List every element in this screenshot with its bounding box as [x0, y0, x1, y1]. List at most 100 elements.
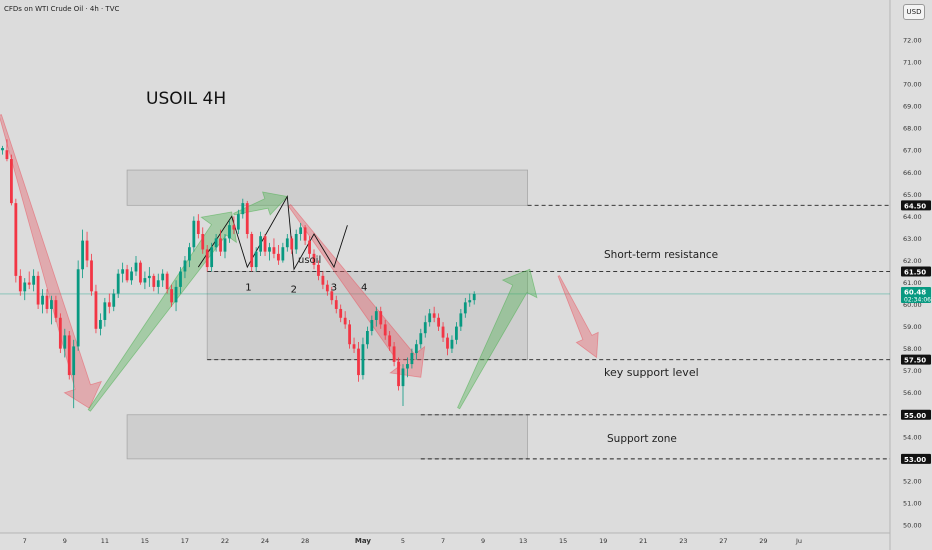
candle-body	[317, 264, 320, 276]
candles	[1, 139, 476, 409]
price-tick-label: 63.00	[903, 235, 922, 243]
candle-body	[441, 326, 445, 338]
candle-body	[432, 313, 436, 318]
price-tick-label: 52.00	[903, 477, 922, 485]
candle-body	[299, 227, 303, 234]
candle-body	[76, 269, 80, 347]
candle-body	[366, 331, 369, 345]
candle-body	[468, 300, 472, 303]
candle-body	[294, 234, 298, 250]
candle-body	[174, 286, 178, 303]
time-tick-label: 9	[63, 537, 67, 545]
price-tick-label: 69.00	[903, 103, 922, 111]
candle-body	[330, 291, 334, 301]
candle-body	[214, 238, 218, 248]
support-zone-label: Support zone	[607, 433, 677, 445]
candle-body	[437, 317, 440, 327]
candle-body	[446, 337, 449, 349]
candle-body	[321, 275, 325, 285]
arrow-up-3	[457, 268, 538, 410]
candle-body	[161, 273, 165, 281]
countdown-label: 02:34:06	[904, 296, 931, 303]
candle-body	[455, 326, 458, 340]
candle-body	[85, 240, 89, 261]
level-badge-label: 55.00	[904, 412, 926, 420]
price-tick-label: 62.00	[903, 257, 922, 265]
price-tick-label: 51.00	[903, 499, 922, 507]
wave-zigzag	[197, 195, 348, 271]
candle-body	[165, 273, 169, 290]
candle-body	[143, 278, 147, 283]
candle-body	[410, 353, 414, 365]
current-price-label: 60.48	[904, 288, 926, 296]
candle-body	[152, 275, 156, 287]
candle-body	[272, 247, 276, 254]
candle-body	[196, 220, 200, 234]
candle-body	[201, 234, 205, 250]
price-tick-label: 70.00	[903, 81, 922, 89]
candle-body	[397, 361, 400, 387]
arrow-down-3	[557, 275, 599, 359]
candle-body	[383, 324, 387, 336]
candle-body	[379, 311, 383, 325]
candle-body	[156, 280, 160, 287]
candle-body	[94, 291, 98, 329]
time-tick-label: 17	[181, 537, 189, 545]
currency-button[interactable]: USD	[903, 4, 925, 20]
price-tick-label: 66.00	[903, 169, 922, 177]
candle-body	[1, 148, 4, 151]
candle-body	[423, 322, 427, 334]
price-tick-label: 57.00	[903, 367, 922, 375]
candle-body	[134, 262, 138, 272]
price-tick-label: 64.00	[903, 213, 922, 221]
candle-body	[348, 324, 351, 345]
candle-body	[5, 150, 9, 160]
current-price-badge	[901, 286, 931, 303]
level-badge	[901, 200, 931, 211]
candle-body	[14, 203, 18, 276]
candle-body	[107, 302, 111, 307]
time-tick-label: 29	[759, 537, 767, 545]
candle-body	[116, 273, 120, 294]
candle-body	[223, 238, 227, 252]
candle-body	[277, 253, 280, 261]
time-tick-label: 19	[599, 537, 607, 545]
candle-body	[392, 346, 396, 362]
candle-body	[112, 293, 116, 307]
candle-body	[472, 293, 476, 301]
candle-body	[263, 236, 267, 252]
time-tick-label: 24	[261, 537, 269, 545]
candle-body	[281, 247, 285, 261]
time-tick-label: 22	[221, 537, 229, 545]
price-tick-label: 65.00	[903, 191, 922, 199]
price-tick-label: 58.00	[903, 345, 922, 353]
symbol-header[interactable]: CFDs on WTI Crude Oil · 4h · TVC	[4, 5, 120, 13]
price-tick-label: 68.00	[903, 125, 922, 133]
candle-body	[388, 335, 392, 347]
level-badge	[901, 266, 931, 277]
wave-label-1: 1	[245, 283, 251, 294]
candle-body	[361, 344, 365, 376]
price-tick-label: 72.00	[903, 37, 922, 45]
symbol-annotation: usoil	[298, 255, 321, 266]
candle-body	[268, 247, 271, 252]
candle-body	[401, 368, 405, 387]
candle-body	[414, 344, 418, 354]
candle-body	[312, 253, 316, 265]
candle-body	[10, 159, 13, 204]
candle-body	[121, 269, 125, 274]
candle-body	[188, 247, 191, 261]
candle-body	[406, 364, 409, 369]
candle-body	[139, 262, 142, 283]
candle-body	[23, 282, 27, 292]
candle-body	[357, 348, 360, 376]
candle-body	[428, 313, 432, 323]
time-tick-label: Ju	[795, 537, 802, 545]
time-tick-label: 7	[441, 537, 445, 545]
candle-body	[130, 271, 133, 281]
support-level-label: key support level	[604, 366, 699, 379]
time-tick-label: 23	[679, 537, 687, 545]
price-tick-label: 54.00	[903, 433, 922, 441]
